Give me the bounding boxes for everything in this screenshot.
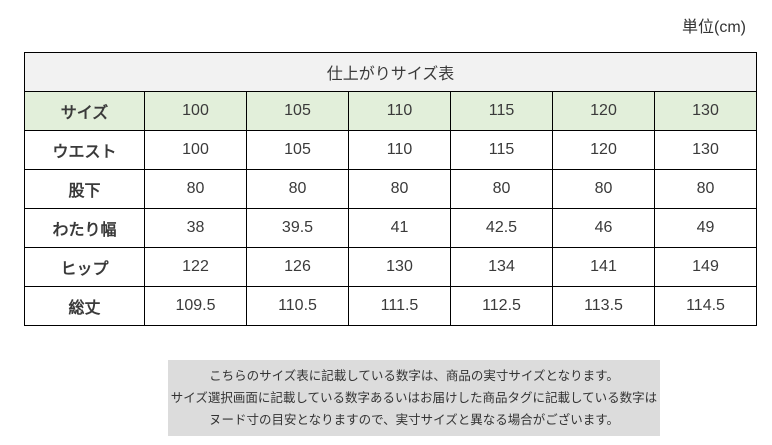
- row-label: 総丈: [24, 286, 145, 326]
- size-cell: 100: [144, 91, 247, 131]
- size-cell: 130: [653, 130, 758, 170]
- table-row: ヒップ 122 126 130 134 141 149: [24, 247, 758, 287]
- size-cell: 41: [348, 208, 451, 248]
- size-cell: 113.5: [552, 286, 655, 326]
- size-cell: 80: [348, 169, 451, 209]
- size-cell: 105: [246, 130, 349, 170]
- note-line: ヌード寸の目安となりますので、実寸サイズと異なる場合がございます。: [208, 413, 619, 427]
- size-cell: 110: [348, 91, 451, 131]
- size-cell: 80: [552, 169, 655, 209]
- size-cell: 134: [450, 247, 553, 287]
- size-cell: 38: [144, 208, 247, 248]
- table-row: サイズ 100 105 110 115 120 130: [24, 91, 758, 131]
- size-cell: 120: [552, 91, 655, 131]
- table-row: 股下 80 80 80 80 80 80: [24, 169, 758, 209]
- size-cell: 46: [552, 208, 655, 248]
- size-cell: 120: [552, 130, 655, 170]
- size-cell: 105: [246, 91, 349, 131]
- size-cell: 126: [246, 247, 349, 287]
- size-cell: 115: [450, 130, 553, 170]
- table-title: 仕上がりサイズ表: [23, 52, 758, 92]
- row-label: わたり幅: [24, 208, 145, 248]
- size-cell: 100: [144, 130, 247, 170]
- size-cell: 39.5: [246, 208, 349, 248]
- size-cell: 80: [246, 169, 349, 209]
- size-table-body: サイズ 100 105 110 115 120 130 ウエスト 100 105 110 115 120…: [24, 91, 758, 326]
- size-cell: 149: [653, 247, 758, 287]
- table-title-row: 仕上がりサイズ表: [23, 52, 758, 92]
- size-cell: 141: [552, 247, 655, 287]
- size-cell: 110: [348, 130, 451, 170]
- size-cell: 110.5: [246, 286, 349, 326]
- size-cell: 111.5: [348, 286, 451, 326]
- size-cell: 114.5: [653, 286, 758, 326]
- note-line: サイズ選択画面に記載している数字あるいはお届けした商品タグに記載している数字は: [170, 391, 658, 405]
- note-box: こちらのサイズ表に記載している数字は、商品の実寸サイズとなります。サイズ選択画面…: [168, 360, 660, 436]
- size-cell: 80: [450, 169, 553, 209]
- size-cell: 109.5: [144, 286, 247, 326]
- size-cell: 80: [144, 169, 247, 209]
- size-cell: 42.5: [450, 208, 553, 248]
- size-cell: 130: [348, 247, 451, 287]
- size-cell: 130: [653, 91, 758, 131]
- row-label: 股下: [24, 169, 145, 209]
- size-cell: 122: [144, 247, 247, 287]
- row-label: サイズ: [24, 91, 145, 131]
- note-line: こちらのサイズ表に記載している数字は、商品の実寸サイズとなります。: [209, 369, 619, 383]
- table-row: ウエスト 100 105 110 115 120 130: [24, 130, 758, 170]
- unit-label: 単位(cm): [682, 19, 746, 36]
- table-row: わたり幅 38 39.5 41 42.5 46 49: [24, 208, 758, 248]
- size-cell: 49: [653, 208, 758, 248]
- size-cell: 115: [450, 91, 553, 131]
- size-table: 仕上がりサイズ表 サイズ 100 105 110 115 120 130 ウエスト 100 105…: [23, 52, 758, 326]
- row-label: ウエスト: [24, 130, 145, 170]
- size-cell: 80: [653, 169, 758, 209]
- table-row: 総丈 109.5 110.5 111.5 112.5 113.5 114.5: [24, 286, 758, 326]
- size-cell: 112.5: [450, 286, 553, 326]
- row-label: ヒップ: [24, 247, 145, 287]
